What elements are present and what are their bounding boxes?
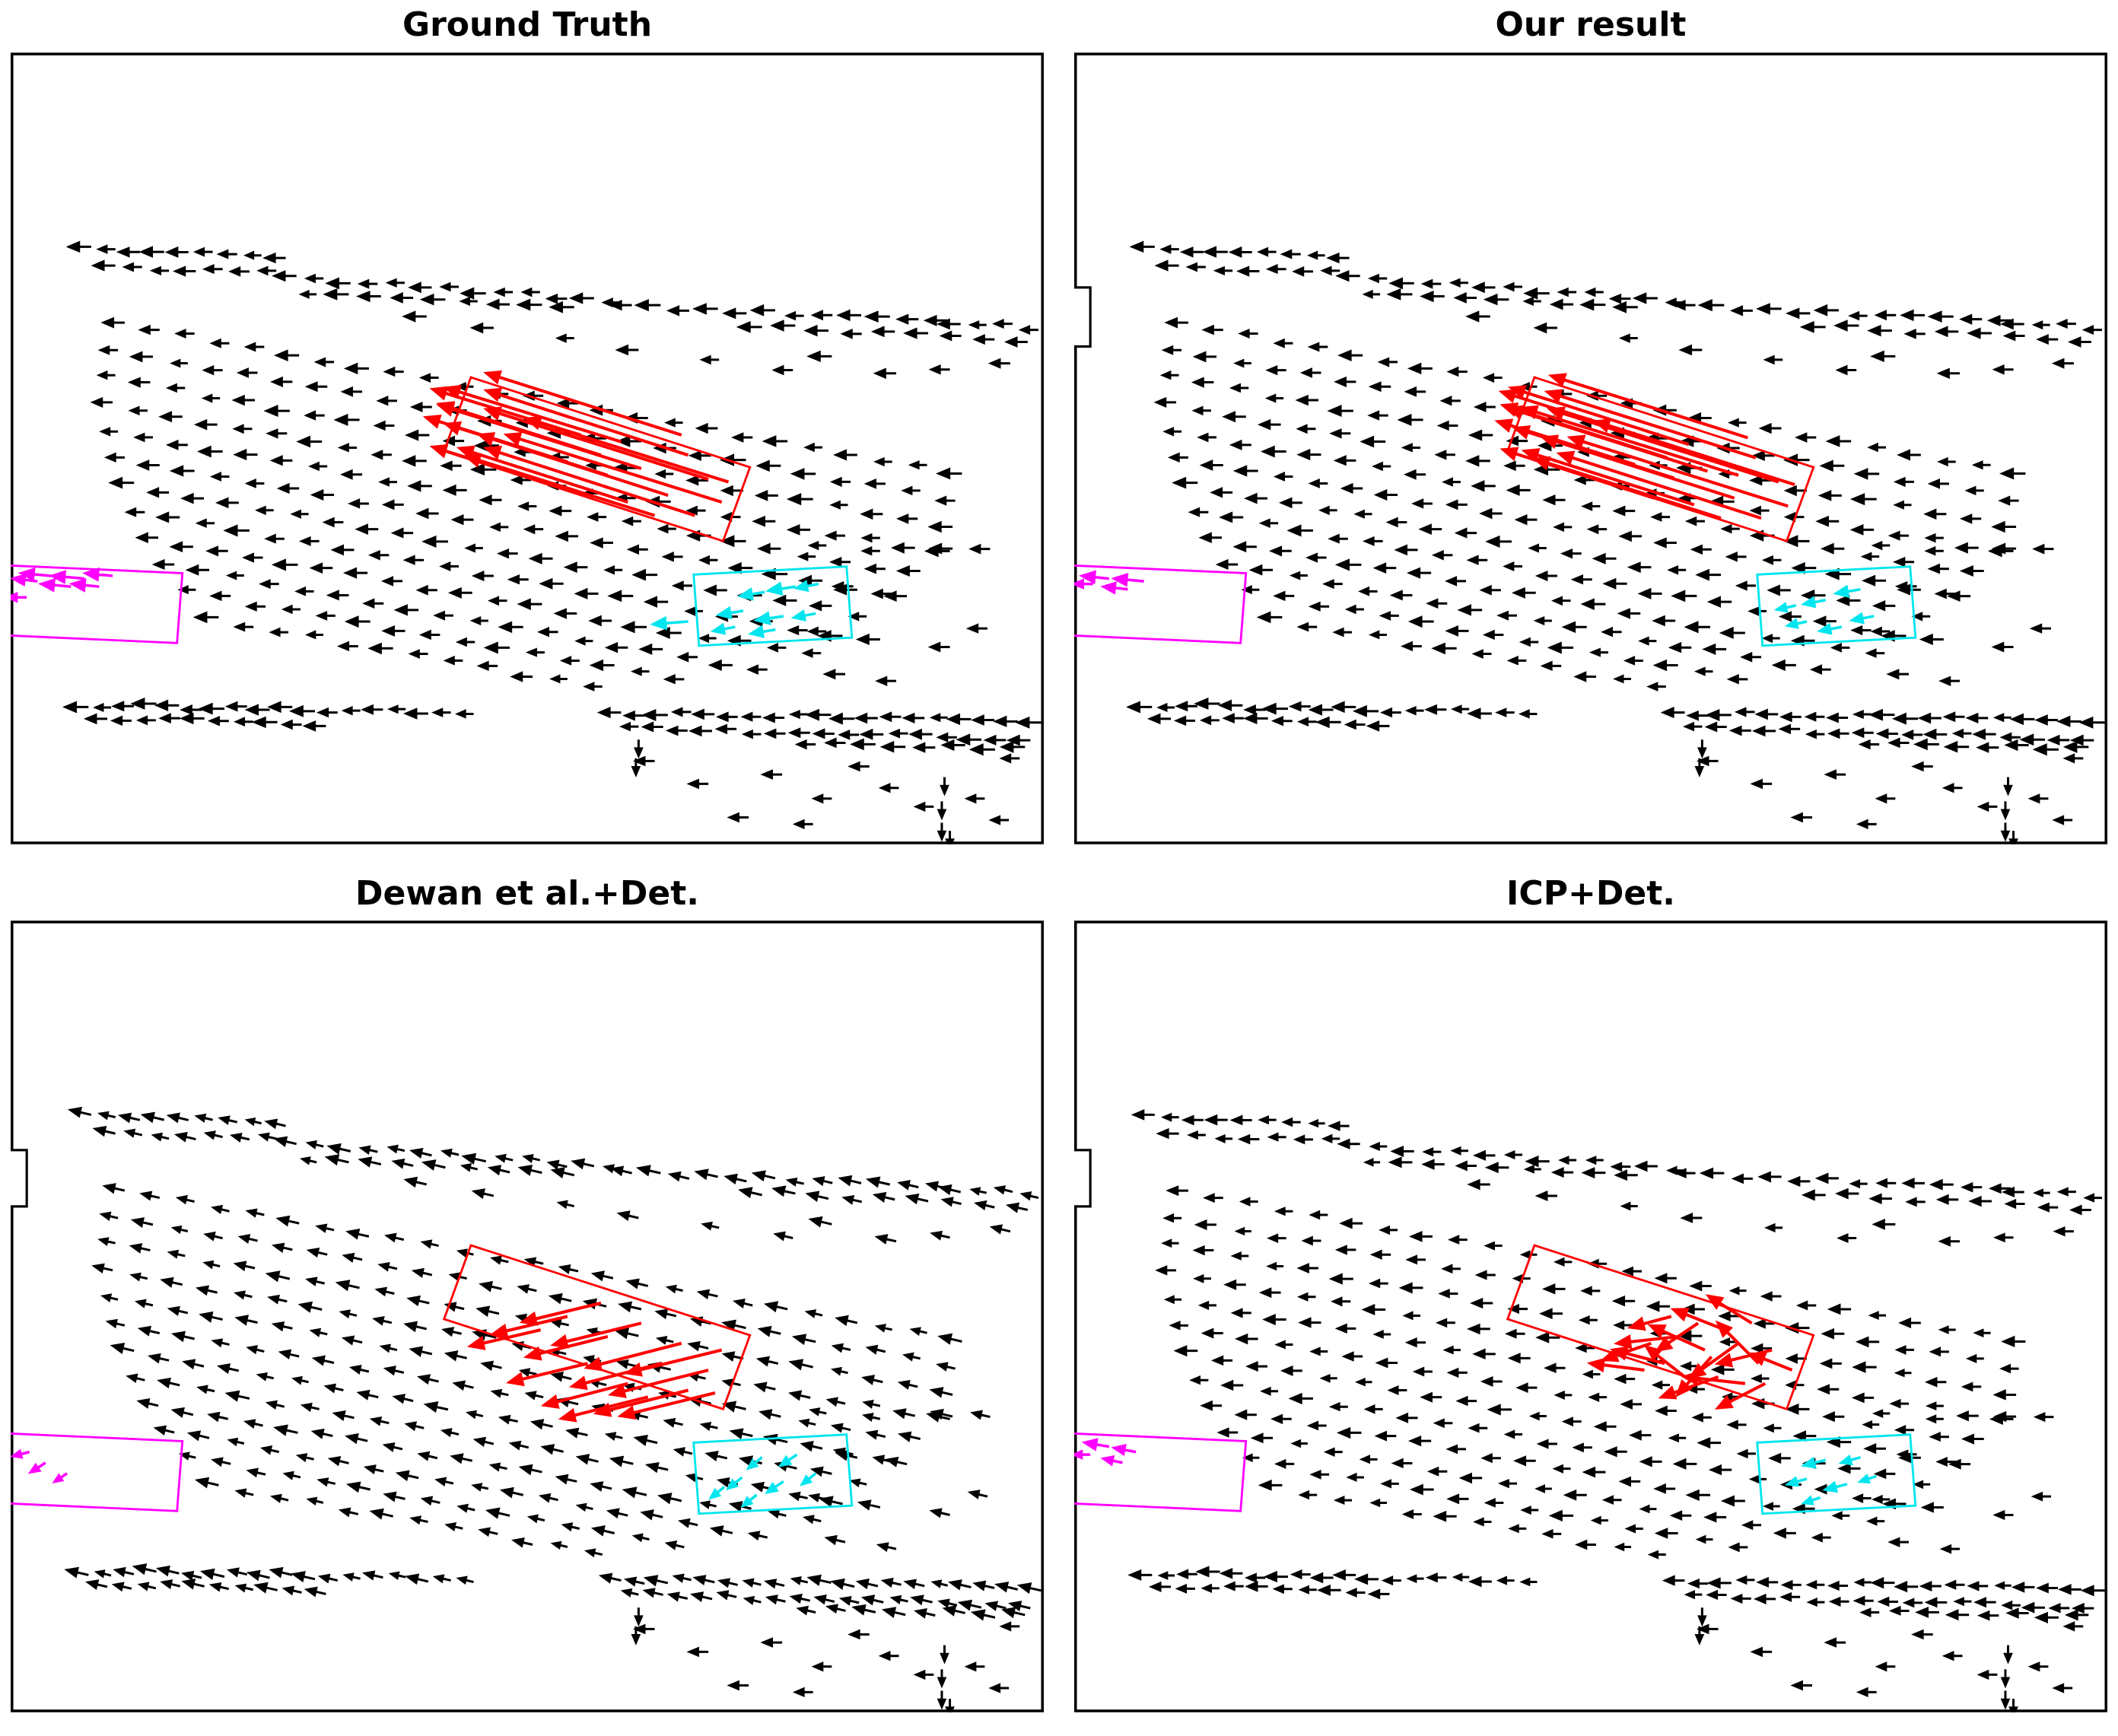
red-object-flow-arrows xyxy=(1586,1294,1793,1410)
red-detection-box xyxy=(442,1244,752,1411)
edge-detection-box xyxy=(11,1149,28,1208)
panel-dewan-det: Dewan et al.+Det. xyxy=(11,873,1044,1713)
cyan-detection-box xyxy=(692,1433,854,1515)
cyan-detection-box xyxy=(1756,564,1917,647)
background-flow-arrows xyxy=(62,240,1042,844)
magenta-object-flow-arrows xyxy=(1074,570,1144,595)
quiver-plot-our-result xyxy=(1074,52,2107,844)
panel-title-ground-truth: Ground Truth xyxy=(402,5,653,44)
background-flow-arrows xyxy=(64,1107,1042,1713)
cyan-object-flow-arrows xyxy=(708,1453,817,1509)
panel-icp-det: ICP+Det. xyxy=(1074,873,2107,1713)
panel-title-icp-det: ICP+Det. xyxy=(1506,873,1675,913)
red-object-flow-arrows xyxy=(1494,372,1795,520)
cyan-object-flow-arrows xyxy=(1784,1455,1878,1505)
background-flow-arrows xyxy=(1127,1109,2105,1713)
red-object-flow-arrows xyxy=(466,1302,723,1423)
quiver-plot-ground-truth xyxy=(11,52,1044,844)
magenta-object-flow-arrows xyxy=(11,1448,68,1484)
panel-title-our-result: Our result xyxy=(1495,5,1687,44)
panel-our-result: Our result xyxy=(1074,5,2107,844)
edge-detection-box xyxy=(1074,285,1092,348)
cyan-object-flow-arrows xyxy=(1773,584,1875,635)
red-object-flow-arrows xyxy=(422,370,730,517)
magenta-detection-box xyxy=(1074,564,1248,644)
cyan-detection-box xyxy=(1756,1433,1917,1515)
magenta-object-flow-arrows xyxy=(11,567,113,603)
cyan-detection-box xyxy=(692,564,854,647)
panel-title-dewan-det: Dewan et al.+Det. xyxy=(355,873,699,913)
magenta-detection-box xyxy=(1074,1432,1248,1512)
magenta-detection-box xyxy=(11,564,184,644)
panel-ground-truth: Ground Truth xyxy=(11,5,1044,844)
background-flow-arrows xyxy=(1126,240,2105,844)
edge-detection-box xyxy=(1074,1149,1092,1208)
quiver-plot-icp-det xyxy=(1074,920,2107,1713)
magenta-detection-box xyxy=(11,1432,184,1512)
magenta-object-flow-arrows xyxy=(1074,1438,1137,1467)
quiver-plot-dewan-det xyxy=(11,920,1044,1713)
cyan-object-flow-arrows xyxy=(650,579,819,638)
